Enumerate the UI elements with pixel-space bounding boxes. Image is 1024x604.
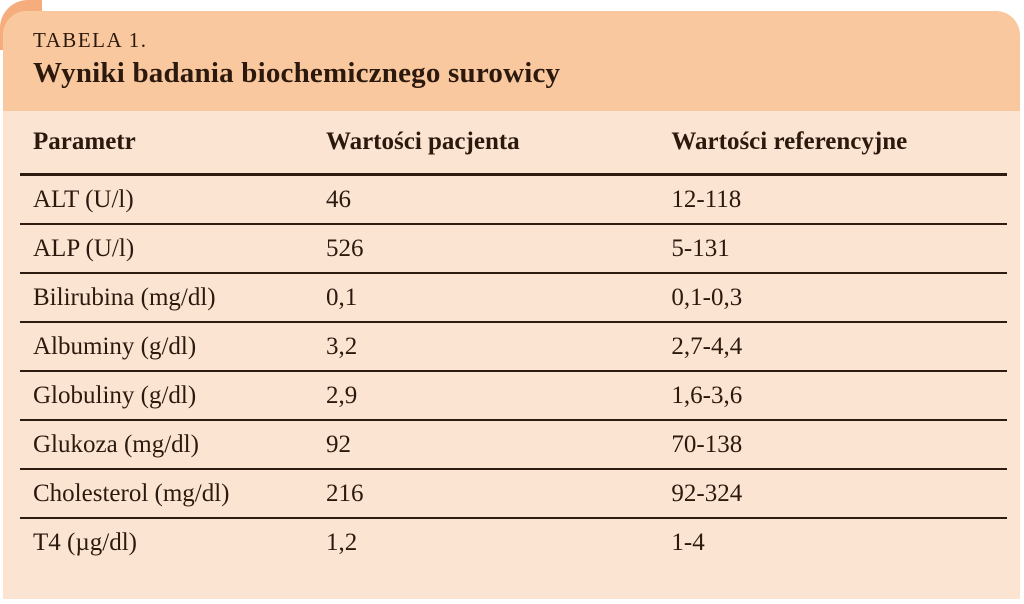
table-header-row: Parametr Wartości pacjenta Wartości refe…	[20, 111, 1007, 176]
cell-patient-value: 92	[325, 430, 351, 458]
cell-patient-value: 0,1	[325, 283, 358, 311]
table-row: T4 (µg/dl) 1,2 1-4	[20, 519, 1007, 566]
cell-reference-range: 0,1-0,3	[671, 283, 743, 311]
cell-patient-value: 1,2	[325, 528, 358, 556]
table-row: Globuliny (g/dl) 2,9 1,6-3,6	[20, 372, 1007, 421]
cell-reference-range: 1,6-3,6	[671, 381, 743, 409]
results-table: Parametr Wartości pacjenta Wartości refe…	[20, 111, 1007, 566]
cell-patient-value: 3,2	[325, 332, 358, 360]
column-header-patient-values: Wartości pacjenta	[325, 128, 520, 155]
cell-reference-range: 5-131	[671, 234, 730, 262]
cell-parameter: Glukoza (mg/dl)	[33, 430, 199, 458]
cell-reference-range: 1-4	[671, 528, 705, 556]
cell-parameter: ALT (U/l)	[33, 185, 134, 213]
column-header-reference-values: Wartości referencyjne	[671, 128, 908, 155]
table-row: Cholesterol (mg/dl) 216 92-324	[20, 470, 1007, 519]
table-row: Albuminy (g/dl) 3,2 2,7-4,4	[20, 323, 1007, 372]
cell-reference-range: 92-324	[671, 479, 743, 507]
column-header-parameter: Parametr	[33, 128, 136, 155]
cell-parameter: Bilirubina (mg/dl)	[33, 283, 216, 311]
cell-reference-range: 2,7-4,4	[671, 332, 743, 360]
cell-parameter: Albuminy (g/dl)	[33, 332, 197, 360]
cell-parameter: Globuliny (g/dl)	[33, 381, 197, 409]
table-title: Wyniki badania biochemicznego surowicy	[33, 57, 561, 90]
table-row: Glukoza (mg/dl) 92 70-138	[20, 421, 1007, 470]
table-row: Bilirubina (mg/dl) 0,1 0,1-0,3	[20, 274, 1007, 323]
cell-reference-range: 70-138	[671, 430, 743, 458]
cell-patient-value: 526	[325, 234, 364, 262]
table-number-label: TABELA 1.	[33, 28, 148, 52]
table-card: TABELA 1. Wyniki badania biochemicznego …	[3, 11, 1020, 599]
table-row: ALT (U/l) 46 12-118	[20, 176, 1007, 225]
cell-patient-value: 216	[325, 479, 364, 507]
cell-patient-value: 46	[325, 185, 351, 213]
cell-parameter: T4 (µg/dl)	[33, 528, 137, 556]
cell-parameter: ALP (U/l)	[33, 234, 135, 262]
table-row: ALP (U/l) 526 5-131	[20, 225, 1007, 274]
table-header-band: TABELA 1. Wyniki badania biochemicznego …	[3, 11, 1020, 111]
cell-parameter: Cholesterol (mg/dl)	[33, 479, 230, 507]
cell-patient-value: 2,9	[325, 381, 358, 409]
cell-reference-range: 12-118	[671, 185, 742, 213]
